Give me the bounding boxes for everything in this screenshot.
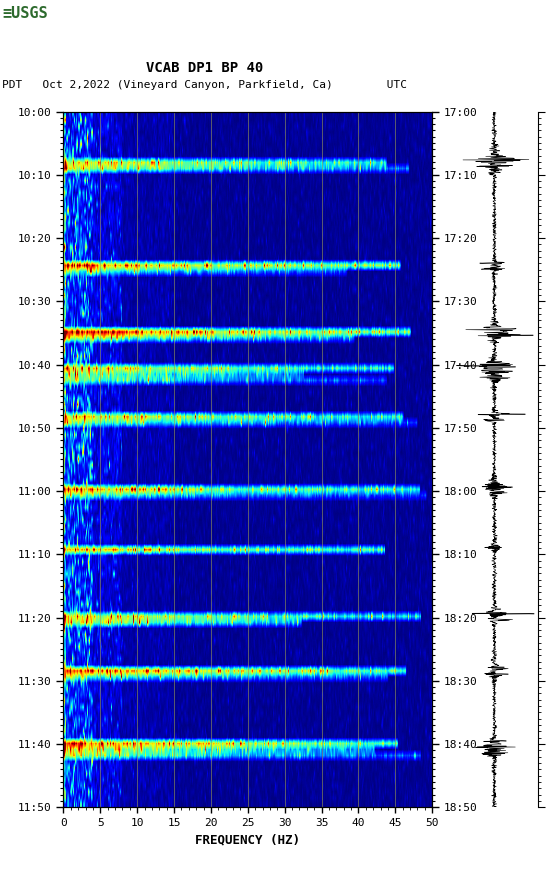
Text: VCAB DP1 BP 40: VCAB DP1 BP 40 [146,61,263,75]
X-axis label: FREQUENCY (HZ): FREQUENCY (HZ) [195,833,300,847]
Text: PDT   Oct 2,2022 (Vineyard Canyon, Parkfield, Ca)        UTC: PDT Oct 2,2022 (Vineyard Canyon, Parkfie… [2,79,407,90]
Text: ≡USGS: ≡USGS [3,6,49,21]
